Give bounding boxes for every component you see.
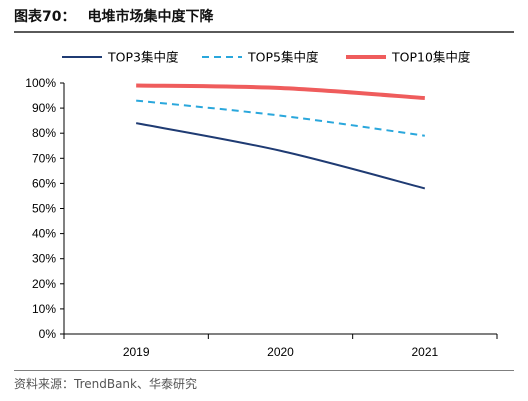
y-tick-label: 70% <box>32 151 56 165</box>
title-rule <box>14 31 514 33</box>
series-line-3 <box>136 83 425 101</box>
plot-series <box>135 83 426 190</box>
y-tick-label: 40% <box>32 227 56 241</box>
x-tick-label: 2020 <box>267 345 294 359</box>
legend-label-1: TOP3集中度 <box>107 50 179 65</box>
series-line-2 <box>136 99 425 137</box>
y-tick-label: 80% <box>32 126 56 140</box>
legend-label-3: TOP10集中度 <box>391 50 471 65</box>
legend-label-2: TOP5集中度 <box>247 50 319 65</box>
source-rule <box>14 370 514 371</box>
y-tick-label: 0% <box>39 327 57 341</box>
y-tick-label: 90% <box>32 101 56 115</box>
figure-title: 图表70： 电堆市场集中度下降 <box>14 6 213 26</box>
figure-title-text: 电堆市场集中度下降 <box>87 9 214 25</box>
y-tick-label: 10% <box>32 302 56 316</box>
x-tick-label: 2021 <box>411 345 438 359</box>
legend: TOP3集中度 TOP5集中度 TOP10集中度 <box>62 50 471 65</box>
y-tick-label: 60% <box>32 176 56 190</box>
source-note: 资料来源：TrendBank、华泰研究 <box>14 377 197 391</box>
x-tick-label: 2019 <box>123 345 150 359</box>
series-line-1 <box>135 122 426 190</box>
y-axis: 0% 10% 20% 30% 40% 50% 60% 70% 80% 90% 100% <box>25 76 65 341</box>
y-tick-label: 100% <box>25 76 56 90</box>
y-tick-label: 20% <box>32 277 56 291</box>
y-tick-label: 30% <box>32 252 56 266</box>
y-tick-label: 50% <box>32 202 56 216</box>
x-axis: 2019 2020 2021 <box>63 333 498 359</box>
figure-number: 图表70： <box>14 9 76 25</box>
